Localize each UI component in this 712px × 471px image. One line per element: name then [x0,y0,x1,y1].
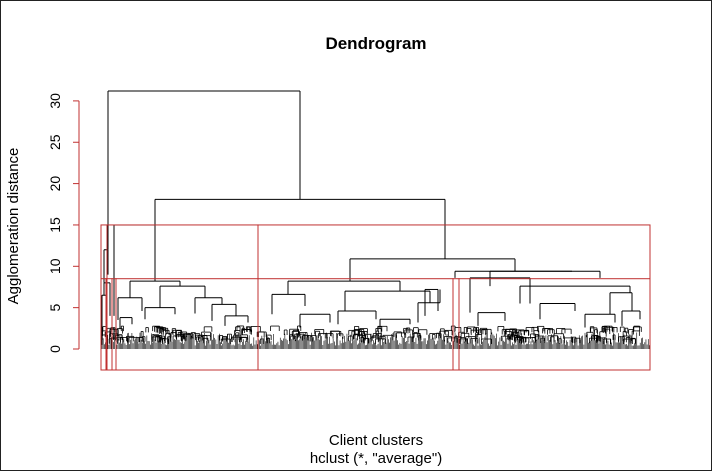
cluster-box-k7-5 [257,278,454,371]
y-tick-label-5: 5 [47,304,63,312]
x-axis-sublabel: hclust (*, "average") [310,450,442,467]
y-tick-label-0: 0 [47,345,63,353]
y-tick-label-20: 20 [47,176,63,192]
y-tick-label-25: 25 [47,134,63,150]
cluster-box-k7-7 [458,278,651,371]
x-axis-label: Client clusters [329,432,423,449]
y-axis: 0 5 10 15 20 25 30 [47,93,80,353]
y-axis-label: Agglomeration distance [5,148,22,305]
chart-title: Dendrogram [325,34,426,53]
y-tick-label-15: 15 [47,217,63,233]
cluster-box-k7-6 [452,278,460,371]
leaf-band [101,325,650,349]
y-tick-label-30: 30 [47,93,63,109]
dendrogram-tree [101,90,650,349]
cluster-box-k7-4 [115,278,259,371]
y-tick-label-10: 10 [47,258,63,274]
cluster-boxes [100,224,651,371]
